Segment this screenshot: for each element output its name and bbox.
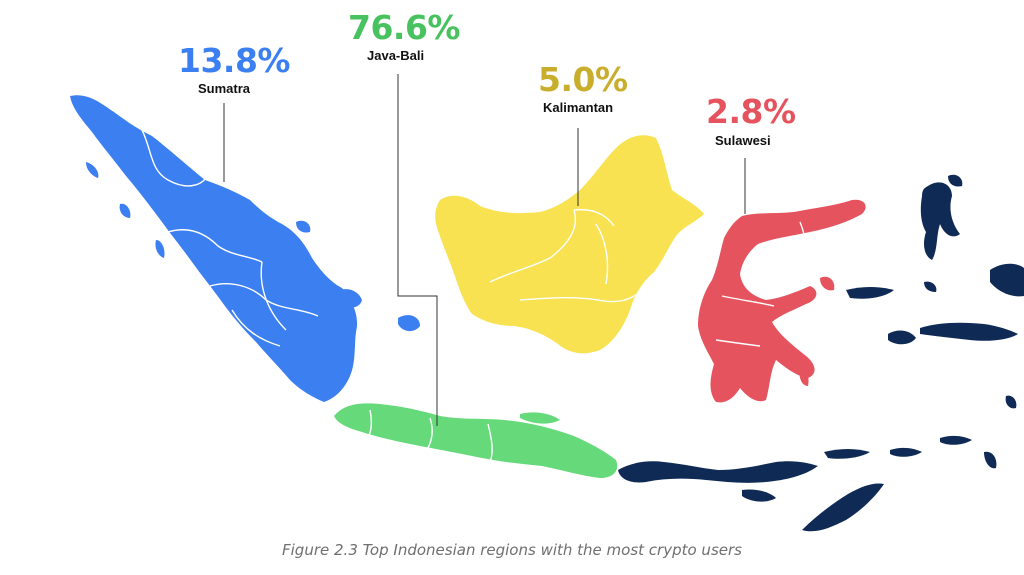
region-sulawesi xyxy=(698,199,866,403)
wetar-island xyxy=(940,435,972,445)
kalimantan-percent: 5.0% xyxy=(538,60,628,99)
halmahera-island xyxy=(920,182,960,260)
timor-island xyxy=(802,483,884,532)
region-kalimantan xyxy=(435,135,704,354)
java-bali-name: Java-Bali xyxy=(367,48,425,63)
sulawesi-percent: 2.8% xyxy=(706,92,796,131)
sumatra-island-belitung xyxy=(398,315,420,332)
sumatra-percent: 13.8% xyxy=(178,41,291,80)
flores-island xyxy=(824,449,870,459)
morotai-island xyxy=(948,174,963,187)
kalimantan-island xyxy=(435,135,704,354)
java-borders xyxy=(367,409,493,463)
sumatra-island-riau xyxy=(296,220,311,233)
region-other-islands xyxy=(618,174,1024,532)
sumatra-island xyxy=(70,95,358,403)
kalimantan-borders xyxy=(489,208,641,303)
sumatra-island-simeulue xyxy=(86,162,99,178)
figure-caption: Figure 2.3 Top Indonesian regions with t… xyxy=(282,541,742,559)
java-bali-percent: 76.6% xyxy=(348,8,461,47)
tanimbar-island xyxy=(984,451,997,469)
sumatra-island-bangka xyxy=(336,289,362,308)
sulawesi-island-peleng xyxy=(820,276,835,291)
sula-island xyxy=(846,287,894,299)
sumatra-island-mentawai xyxy=(155,240,165,258)
java-island xyxy=(334,403,618,478)
sumatra-borders xyxy=(141,129,319,347)
kalimantan-name: Kalimantan xyxy=(543,100,614,115)
kai-island xyxy=(1005,395,1017,409)
madura-island xyxy=(520,412,560,424)
sumatra-name: Sumatra xyxy=(198,81,251,96)
sulawesi-island xyxy=(698,199,866,403)
sulawesi-borders xyxy=(715,221,806,347)
obi-island xyxy=(924,281,937,292)
alor-island xyxy=(890,447,922,457)
region-java-bali xyxy=(334,403,618,478)
papua-edge-island xyxy=(990,263,1024,297)
seram-island xyxy=(920,322,1018,341)
sulawesi-name: Sulawesi xyxy=(715,133,771,148)
lesser-sunda-lombok xyxy=(618,461,818,483)
sumba-island xyxy=(742,489,776,502)
sulawesi-island-buton xyxy=(799,367,809,386)
leader-lines xyxy=(223,74,746,426)
region-sumatra xyxy=(70,95,420,403)
buru-island xyxy=(888,330,916,345)
leader-line-java-bali xyxy=(397,74,438,426)
sumatra-island-nias xyxy=(119,203,131,218)
